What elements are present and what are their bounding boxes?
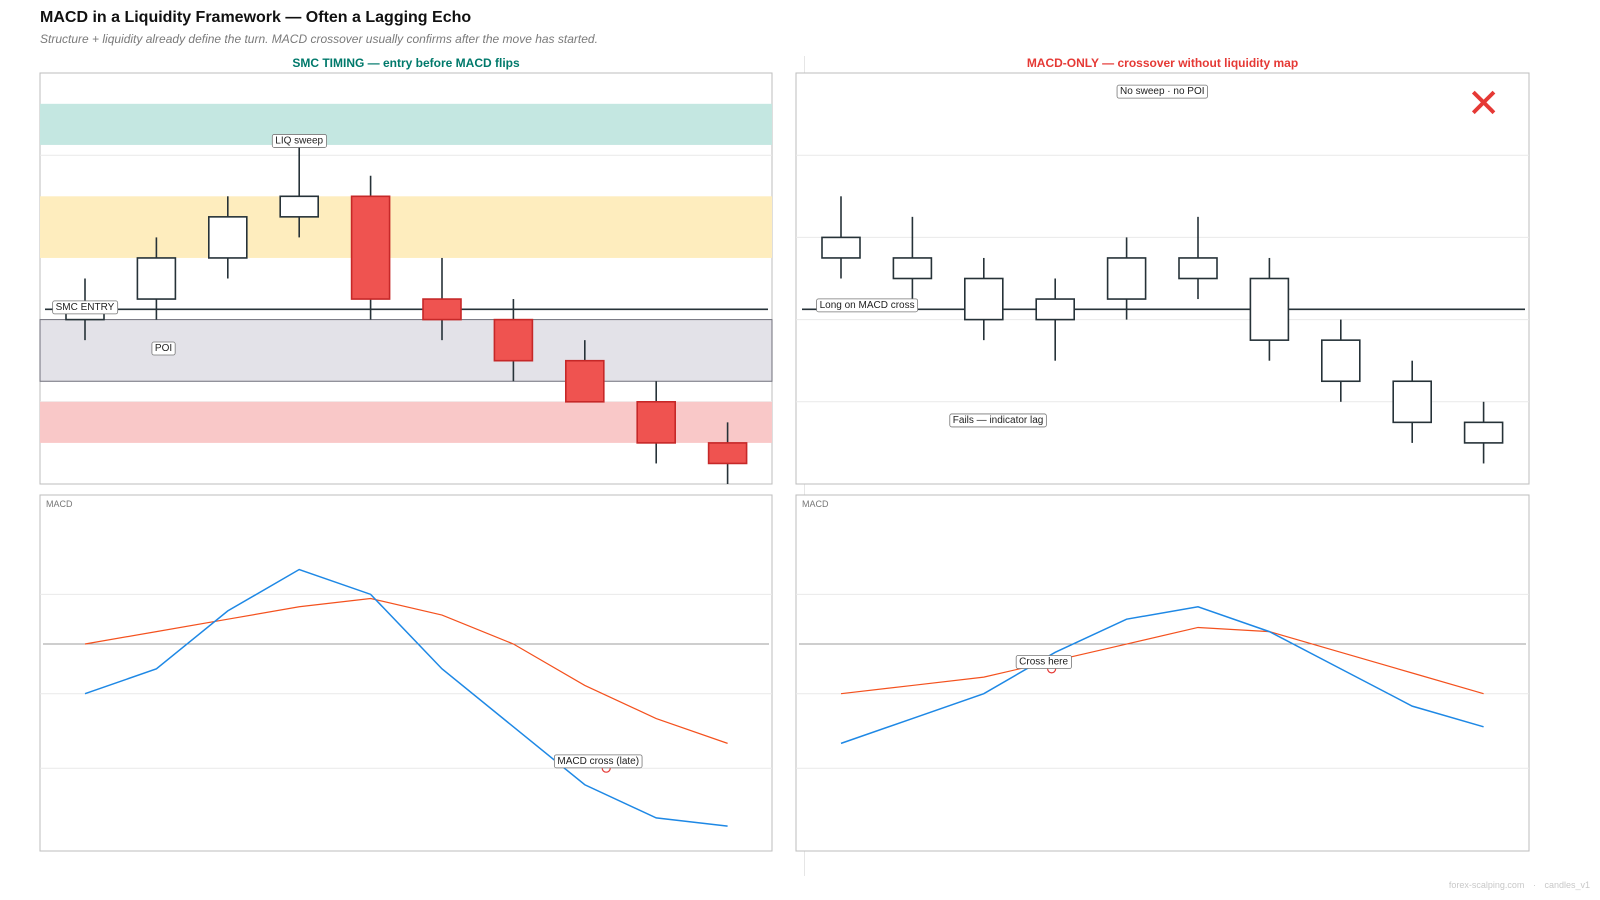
panel1-candle-body: [279, 195, 320, 218]
panel1-annotation-group: POI: [151, 341, 176, 356]
panel2-macd-line: [840, 605, 1484, 745]
panel2-annotation-box: [949, 413, 1047, 428]
panel2-candle-body: [1463, 421, 1504, 444]
footer-sep: ·: [1532, 880, 1536, 890]
panel1-cross-label: MACD cross (late): [557, 756, 639, 767]
panel1-annotation-group: LIQ sweep: [271, 134, 327, 148]
panel2-candle-body: [1035, 298, 1075, 321]
panel1-annotation: POI: [155, 343, 172, 354]
panel2-annotation-group: Fails — indicator lag: [949, 413, 1047, 428]
footer: forex-scalping.com · candles_v1: [1443, 880, 1590, 890]
panel2-candle-body: [1178, 257, 1218, 280]
panel1-macd-frame: [39, 494, 773, 852]
panel1-candle-body: [422, 298, 462, 321]
panel2-annotation: Fails — indicator lag: [953, 415, 1044, 426]
left-panel-title: SMC TIMING — entry before MACD flips: [292, 56, 520, 70]
panel2-cross-label: Cross here: [1019, 657, 1068, 668]
panel2-annotation-box: [1116, 84, 1208, 99]
panel2-signal-line: [840, 626, 1484, 695]
panel2-candle-body: [1392, 380, 1432, 424]
panel2-macd-frame: [795, 494, 1530, 852]
panel1-annotation-box: [151, 341, 176, 356]
panel2-candle-body: [1321, 339, 1361, 383]
panel1-annotation-box: [271, 134, 327, 148]
panel2-candle-body: [1106, 257, 1147, 300]
panel2-macd-label: MACD: [802, 499, 829, 509]
panel1-candle-body: [350, 195, 391, 300]
panel1-annotation-group: SMC ENTRY: [52, 300, 119, 315]
page-title: MACD in a Liquidity Framework — Often a …: [40, 9, 472, 26]
panel1-candle-body: [208, 216, 248, 259]
panel1-macd-line: [84, 568, 728, 827]
panel1-cross-label-box: [553, 754, 643, 769]
panel2-candle-body: [892, 257, 933, 280]
panel1-zone-liquidity: [40, 103, 772, 145]
panel2-annotation-group: No sweep · no POI: [1116, 84, 1208, 99]
panel1-zone-poi: [39, 319, 773, 382]
panel1-candle-body: [707, 442, 748, 465]
panel2-annotation-box: [816, 298, 919, 313]
panel1-candle-body: [636, 400, 677, 444]
panel1-cross-label-group: MACD cross (late): [553, 754, 643, 769]
panel2-candle-body: [1249, 277, 1290, 341]
panel1-candle-body: [564, 359, 605, 403]
panel2-fail-marker: ✕: [1467, 81, 1501, 127]
panel2-annotation: No sweep · no POI: [1120, 86, 1204, 97]
footer-site: forex-scalping.com: [1448, 880, 1525, 890]
page-subtitle: Structure + liquidity already define the…: [40, 32, 598, 46]
panel2-cross-label-group: Cross here: [1015, 655, 1072, 669]
panel2-annotation-group: Long on MACD cross: [816, 298, 919, 313]
panel1-macd-label: MACD: [46, 499, 73, 509]
panel1-annotation: LIQ sweep: [275, 135, 323, 146]
panel1-annotation-box: [52, 300, 119, 315]
panel2-cross-label-box: [1015, 655, 1072, 669]
panel2-candle-body: [821, 236, 861, 259]
right-panel-title: MACD-ONLY — crossover without liquidity …: [1026, 56, 1299, 70]
panel1-signal-line: [84, 597, 728, 744]
panel2-annotation: Long on MACD cross: [820, 300, 915, 311]
footer-tag: candles_v1: [1544, 880, 1590, 890]
panel1-candle-body: [136, 257, 177, 300]
panel1-candle-body: [493, 318, 534, 362]
panel2-candle-body: [963, 277, 1004, 321]
panel1-annotation: SMC ENTRY: [56, 302, 115, 313]
panel1-zone-supply: [40, 196, 772, 258]
